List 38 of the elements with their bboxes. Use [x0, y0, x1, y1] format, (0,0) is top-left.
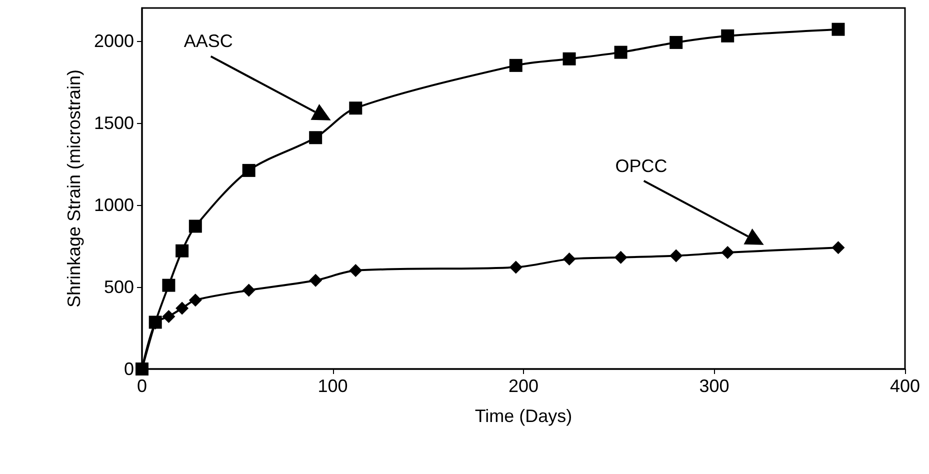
point: [162, 278, 176, 292]
point: [832, 241, 845, 254]
y-axis-title: Shrinkage Strain (microstrain): [64, 69, 84, 308]
point: [309, 131, 322, 144]
point: [832, 22, 845, 36]
point: [242, 164, 256, 177]
y-tick-label: 0: [124, 359, 134, 379]
point: [349, 102, 362, 115]
y-tick-label: 500: [104, 276, 134, 297]
annotation: AASC: [184, 31, 233, 52]
point: [349, 264, 362, 278]
point: [562, 52, 576, 66]
y-tick-label: 2000: [94, 30, 134, 51]
x-tick-label: 100: [318, 376, 348, 396]
point: [188, 220, 202, 233]
point: [176, 302, 189, 315]
x-tick-label: 300: [699, 376, 730, 396]
annotation: OPCC: [615, 156, 668, 177]
point: [614, 250, 628, 264]
point: [670, 36, 683, 49]
point: [562, 252, 576, 266]
point: [188, 294, 202, 307]
point: [670, 249, 683, 262]
point: [162, 310, 176, 323]
y-tick-label: 1500: [94, 112, 134, 133]
point: [176, 244, 189, 258]
point: [509, 260, 522, 274]
point: [721, 29, 734, 42]
x-tick-label: 0: [136, 376, 148, 396]
point: [614, 46, 628, 59]
x-tick-label: 400: [890, 376, 920, 396]
point: [509, 58, 522, 72]
x-tick-label: 200: [508, 376, 539, 396]
point: [721, 246, 734, 259]
x-axis-title: Time (Days): [474, 406, 572, 426]
point: [242, 284, 256, 297]
point: [309, 274, 322, 287]
y-tick-label: 1000: [94, 194, 134, 215]
